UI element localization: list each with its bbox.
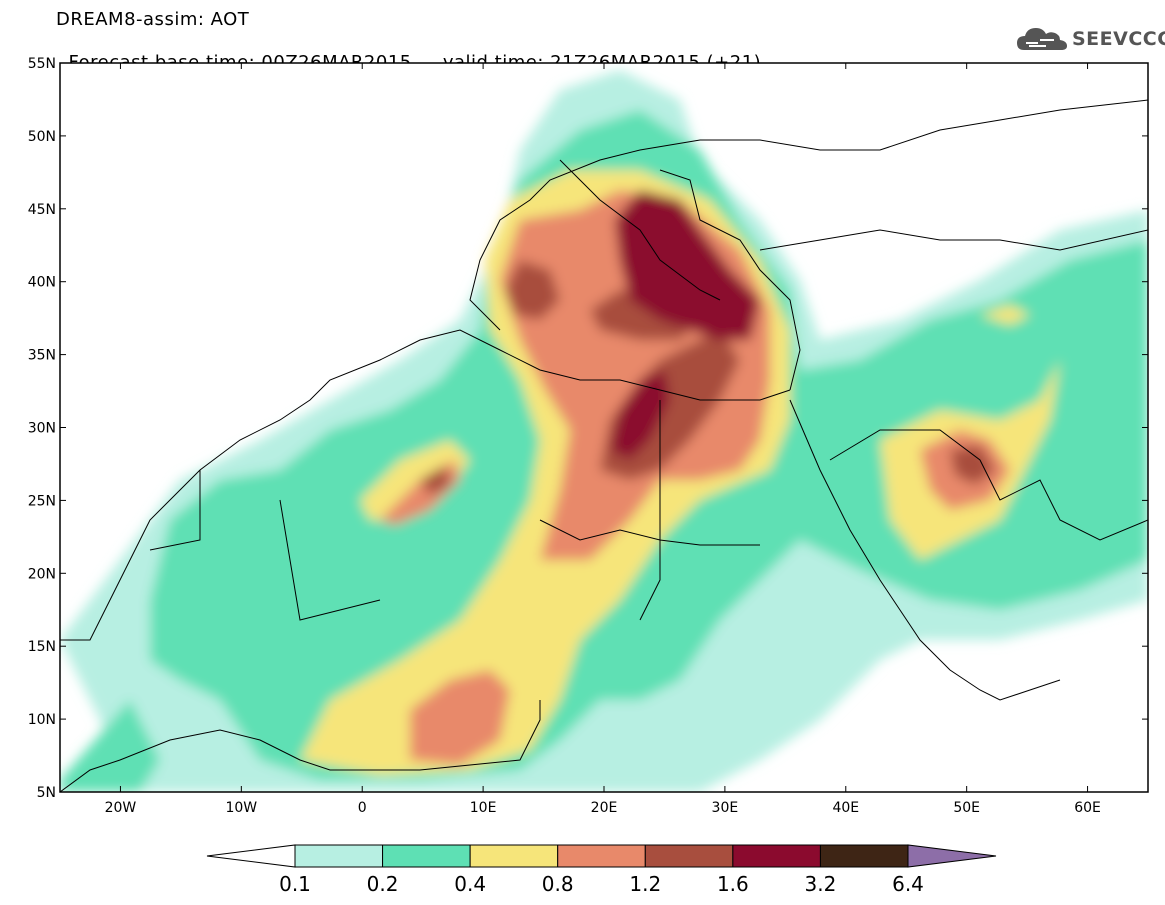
colorbar-label: 6.4: [892, 872, 924, 896]
colorbar-label: 1.2: [629, 872, 661, 896]
x-tick-label: 60E: [1074, 800, 1101, 816]
colorbar-swatch: [732, 844, 821, 868]
y-tick-label: 10N: [28, 712, 56, 728]
colorbar-label: 0.4: [454, 872, 486, 896]
x-tick-label: 20E: [591, 800, 618, 816]
cloud-icon: [1017, 28, 1067, 50]
y-tick-label: 30N: [28, 421, 56, 437]
seevccc-logo: SEEVCCC: [1016, 24, 1165, 54]
contour-level-1.6: [610, 190, 760, 460]
colorbar-swatch: [382, 844, 471, 868]
colorbar-label: 0.8: [542, 872, 574, 896]
x-tick-label: 40E: [832, 800, 859, 816]
colorbar-label: 0.2: [367, 872, 399, 896]
colorbar-swatch: [469, 844, 559, 868]
colorbar-swatch: [644, 844, 734, 868]
colorbar-swatch: [294, 844, 384, 868]
colorbar-swatch: [819, 844, 909, 868]
x-axis: 20W 10W 0 10E 20E 30E 40E 50E 60E: [105, 63, 1101, 816]
y-tick-label: 40N: [28, 275, 56, 291]
logo-text: SEEVCCC: [1072, 28, 1165, 50]
map-title: DREAM8-assim: AOT: [56, 9, 250, 30]
y-tick-label: 55N: [28, 56, 56, 72]
y-tick-label: 25N: [28, 493, 56, 509]
y-tick-label: 20N: [28, 566, 56, 582]
x-tick-label: 10E: [470, 800, 497, 816]
x-tick-label: 10W: [225, 800, 257, 816]
x-tick-label: 0: [358, 800, 367, 816]
colorbar-low-triangle: [206, 844, 296, 868]
colorbar-label: 0.1: [279, 872, 311, 896]
x-tick-label: 50E: [953, 800, 980, 816]
y-tick-label: 45N: [28, 202, 56, 218]
y-tick-label: 50N: [28, 129, 56, 145]
y-tick-label: 15N: [28, 639, 56, 655]
colorbar-high-triangle: [907, 844, 997, 868]
y-axis: 55N 50N 45N 40N 35N 30N 25N 20N 15N 10N 5N: [28, 56, 1148, 801]
x-tick-label: 20W: [105, 800, 137, 816]
coastlines: [60, 99, 1148, 792]
colorbar-label: 1.6: [717, 872, 749, 896]
y-tick-label: 35N: [28, 348, 56, 364]
x-tick-label: 30E: [712, 800, 739, 816]
colorbar-swatch: [557, 844, 646, 868]
colorbar: 0.1 0.2 0.4 0.8 1.2 1.6 3.2 6.4: [206, 844, 997, 896]
y-tick-label: 5N: [37, 785, 56, 801]
colorbar-label: 3.2: [805, 872, 837, 896]
